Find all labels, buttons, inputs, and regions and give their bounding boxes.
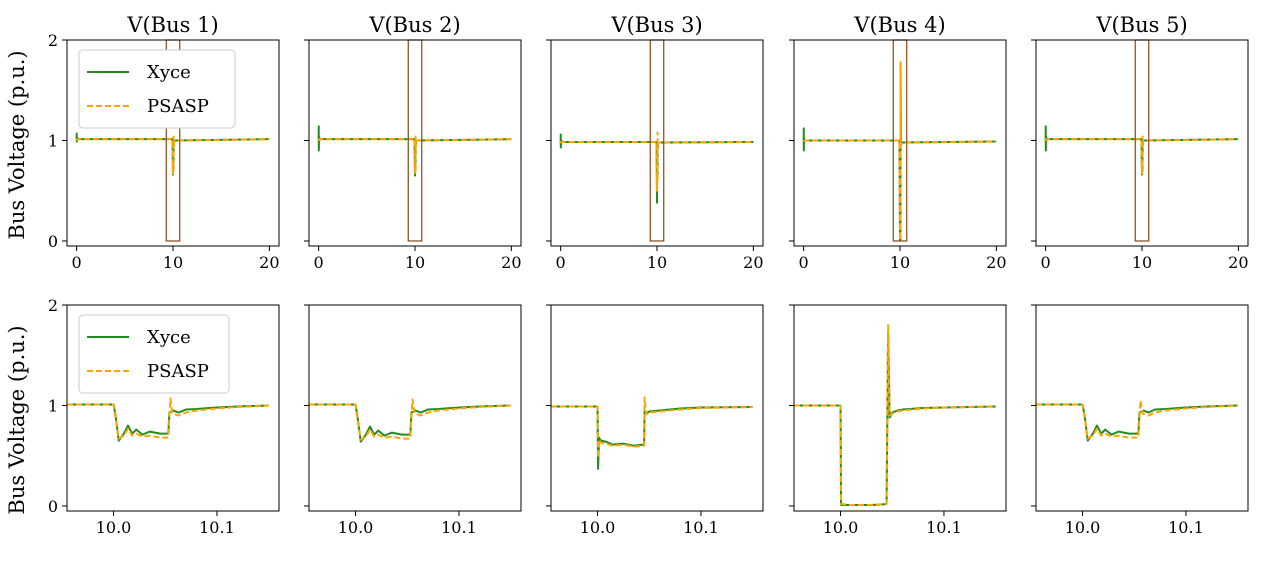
- x-tick-label: 10: [890, 253, 910, 272]
- plot-area: [1044, 125, 1239, 176]
- legend-label-psasp: PSASP: [147, 96, 209, 117]
- y-axis-label-top: Bus Voltage (p.u.): [5, 50, 29, 239]
- subplot-full-bus-4: V(Bus 4) 0 10 20: [789, 13, 1007, 272]
- subplot-full-bus-2: V(Bus 2) 0 10 20: [304, 13, 522, 272]
- x-tick-label: 0: [314, 253, 324, 272]
- panel-title: V(Bus 3): [610, 13, 702, 37]
- plot-area: [309, 398, 511, 443]
- y-tick-label: 1: [48, 396, 58, 415]
- panel-title: V(Bus 5): [1095, 13, 1187, 37]
- x-tick-label: 20: [259, 253, 279, 272]
- x-tick-label: 10.1: [926, 518, 962, 537]
- series-line-xyce: [1036, 403, 1238, 442]
- plot-area: [317, 125, 512, 177]
- y-tick-label: 1: [48, 131, 58, 150]
- x-tick-label: 10.1: [1168, 518, 1204, 537]
- plot-area: [67, 397, 269, 442]
- y-tick-label: 2: [48, 296, 58, 315]
- x-tick-label: 0: [556, 253, 566, 272]
- series-line-psasp: [317, 134, 512, 176]
- axes-frame: [793, 304, 1007, 512]
- plot-area: [551, 396, 753, 470]
- series-line-psasp: [1044, 135, 1239, 175]
- y-axis-label-bottom: Bus Voltage (p.u.): [5, 325, 29, 514]
- plot-area: [802, 61, 997, 241]
- series-line-xyce: [309, 403, 511, 443]
- series-line-psasp: [1036, 399, 1238, 440]
- legend-label-xyce: Xyce: [147, 327, 191, 348]
- plot-area: [1036, 399, 1238, 442]
- x-tick-label: 20: [501, 253, 521, 272]
- x-tick-label: 10.0: [96, 518, 132, 537]
- series-line-psasp: [309, 398, 511, 441]
- series-line-psasp: [559, 131, 754, 192]
- x-tick-label: 0: [72, 253, 82, 272]
- plot-grid: V(Bus 1) 0 10 20 0 1 2 Xyce PSASP 10.0 10.1 0 1 2 Xyce…: [48, 13, 1249, 537]
- y-tick-label: 0: [48, 497, 58, 516]
- x-tick-label: 10.0: [1065, 518, 1101, 537]
- series-line-psasp: [794, 324, 996, 506]
- x-tick-label: 20: [1228, 253, 1248, 272]
- plot-area: [559, 131, 754, 204]
- panel-title: V(Bus 1): [126, 13, 218, 37]
- x-tick-label: 10: [163, 253, 183, 272]
- legend: Xyce PSASP: [78, 49, 236, 129]
- axes-frame: [66, 304, 280, 512]
- series-line-xyce: [67, 403, 269, 442]
- x-tick-label: 10: [647, 253, 667, 272]
- subplot-zoom-bus-1: 10.0 10.1 0 1 2 Xyce PSASP: [48, 296, 280, 537]
- subplot-full-bus-3: V(Bus 3) 0 10 20: [546, 13, 764, 272]
- x-tick-label: 10.0: [580, 518, 616, 537]
- x-tick-label: 10: [1132, 253, 1152, 272]
- plot-area: [794, 324, 996, 506]
- x-tick-label: 10.0: [338, 518, 374, 537]
- axes-frame: [550, 304, 764, 512]
- axes-frame: [1035, 304, 1249, 512]
- x-tick-label: 0: [799, 253, 809, 272]
- axes-frame: [308, 304, 522, 512]
- x-tick-label: 20: [743, 253, 763, 272]
- legend: Xyce PSASP: [78, 314, 230, 394]
- y-tick-label: 0: [48, 232, 58, 251]
- y-tick-label: 2: [48, 31, 58, 50]
- subplot-full-bus-1: V(Bus 1) 0 10 20 0 1 2 Xyce PSASP: [48, 13, 280, 272]
- legend-label-psasp: PSASP: [147, 361, 209, 382]
- series-line-xyce: [794, 332, 996, 506]
- series-line-xyce: [551, 405, 753, 470]
- subplot-zoom-bus-4: 10.0 10.1: [789, 304, 1007, 537]
- x-tick-label: 10.1: [683, 518, 719, 537]
- panel-title: V(Bus 2): [368, 13, 460, 37]
- x-tick-label: 10.0: [823, 518, 859, 537]
- panel-title: V(Bus 4): [853, 13, 945, 37]
- legend-box: [78, 314, 230, 394]
- x-tick-label: 0: [1041, 253, 1051, 272]
- x-tick-label: 10: [405, 253, 425, 272]
- series-line-psasp: [75, 135, 270, 175]
- x-tick-label: 20: [986, 253, 1006, 272]
- legend-label-xyce: Xyce: [147, 62, 191, 83]
- x-tick-label: 10.1: [199, 518, 235, 537]
- series-line-psasp: [802, 61, 997, 241]
- subplot-full-bus-5: V(Bus 5) 0 10 20: [1031, 13, 1249, 272]
- x-tick-label: 10.1: [441, 518, 477, 537]
- subplot-zoom-bus-5: 10.0 10.1: [1031, 304, 1249, 537]
- subplot-zoom-bus-3: 10.0 10.1: [546, 304, 764, 537]
- series-line-psasp: [551, 396, 753, 459]
- subplot-zoom-bus-2: 10.0 10.1: [304, 304, 522, 537]
- legend-box: [78, 49, 236, 129]
- plot-area: [75, 132, 270, 176]
- series-line-psasp: [67, 397, 269, 440]
